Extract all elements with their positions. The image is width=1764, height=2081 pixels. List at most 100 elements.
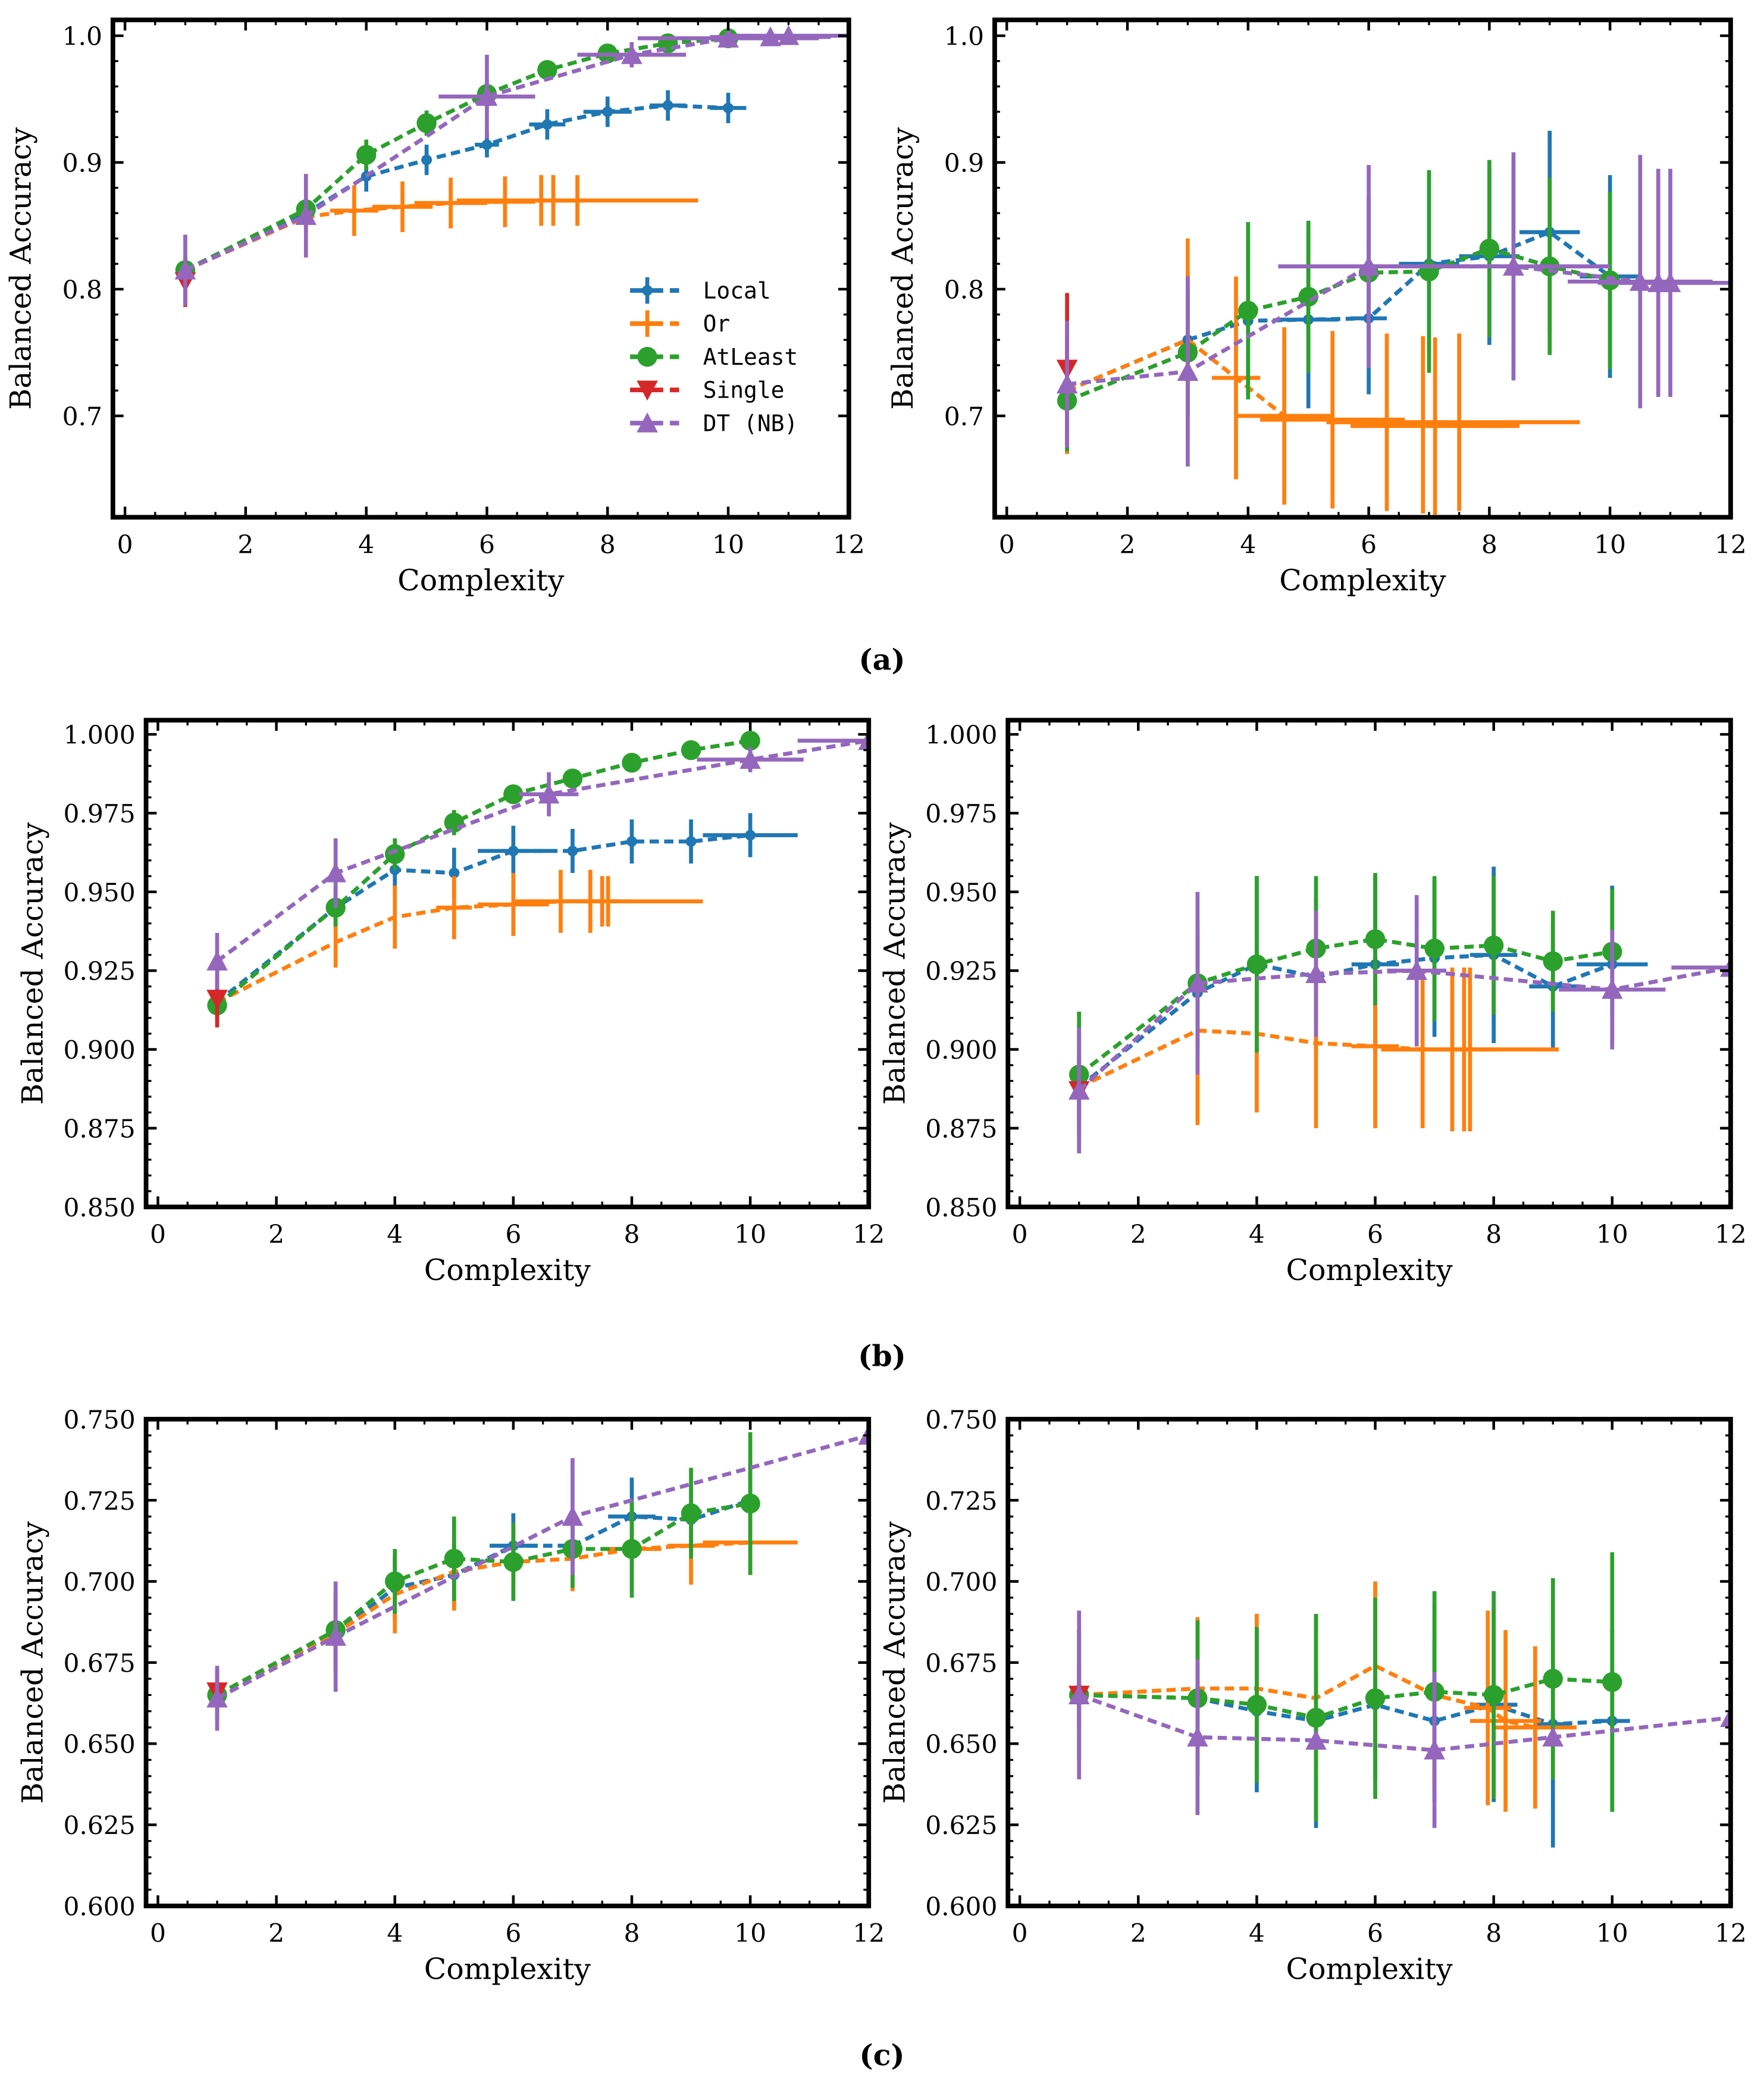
data-point — [1479, 239, 1500, 259]
data-point — [1543, 1669, 1563, 1689]
data-point — [1187, 972, 1208, 993]
series-dt-nb- — [206, 730, 869, 990]
panel-b-right: 0 2 4 6 8 10 12 0.850 0.875 0.900 0.925 0.950 0.975 1… — [877, 718, 1747, 1287]
y-tick-label: 0.9 — [62, 149, 102, 178]
series-or — [1065, 238, 1580, 515]
y-axis-label: Balanced Accuracy — [877, 822, 911, 1105]
data-point — [206, 1687, 228, 1708]
axes-frame — [1005, 1416, 1733, 1908]
x-tick-label: 6 — [1367, 1219, 1383, 1248]
legend-label: Local — [703, 277, 771, 303]
x-tick-label: 4 — [1240, 530, 1256, 559]
data-point — [567, 846, 578, 856]
data-point — [1601, 979, 1623, 999]
data-point — [1305, 963, 1327, 984]
data-point — [745, 830, 756, 841]
caption-a: (a) — [858, 643, 905, 677]
series-local — [180, 90, 747, 283]
x-tick-label: 6 — [505, 1919, 521, 1948]
data-point — [384, 844, 405, 864]
legend-label: Single — [703, 377, 785, 403]
legend-label: Or — [703, 311, 731, 337]
data-point — [1358, 255, 1380, 276]
series-or — [215, 1507, 798, 1721]
series-dt-nb- — [174, 25, 849, 306]
data-point — [1365, 1688, 1386, 1708]
data-point — [206, 990, 228, 1010]
series-atleast — [207, 730, 760, 1016]
y-tick-label: 0.675 — [925, 1648, 997, 1678]
x-tick-label: 6 — [1361, 530, 1377, 559]
x-tick-label: 8 — [1481, 530, 1497, 559]
series-local — [212, 813, 798, 1018]
data-point — [562, 768, 583, 788]
y-tick-label: 0.625 — [63, 1811, 135, 1840]
y-tick-label: 0.675 — [63, 1648, 135, 1678]
panel-b-left: 0 2 4 6 8 10 12 0.850 0.875 0.900 0.925 0.950 0.975 1… — [15, 718, 885, 1287]
x-tick-label: 4 — [387, 1219, 403, 1248]
data-point — [740, 749, 761, 769]
y-axis-label: Balanced Accuracy — [885, 127, 920, 410]
data-point — [541, 119, 553, 130]
x-tick-label: 0 — [1012, 1919, 1028, 1948]
series-line — [215, 833, 751, 1004]
plot-area — [1056, 130, 1731, 515]
x-tick-label: 12 — [853, 1219, 885, 1248]
panel-a-right: 0 2 4 6 8 10 12 0.7 0.8 0.9 1.0 Complexity Balanced … — [885, 17, 1747, 597]
series-atleast — [1057, 159, 1620, 452]
data-point — [1298, 286, 1318, 307]
x-tick-label: 2 — [268, 1919, 284, 1948]
x-tick-label: 2 — [268, 1219, 284, 1248]
data-point — [1406, 960, 1428, 980]
data-point — [602, 106, 613, 117]
data-point — [662, 100, 673, 111]
y-tick-label: 0.8 — [944, 276, 984, 305]
y-tick-label: 0.600 — [925, 1892, 997, 1921]
data-point — [685, 836, 697, 847]
data-point — [444, 812, 464, 833]
data-point — [444, 1548, 464, 1569]
data-point — [1056, 373, 1078, 394]
data-point — [778, 25, 800, 45]
x-tick-label: 8 — [1486, 1919, 1502, 1948]
data-point — [503, 784, 524, 805]
data-point — [1424, 1739, 1445, 1760]
y-tick-label: 0.900 — [925, 1035, 997, 1065]
data-point — [1659, 272, 1681, 292]
series-or — [183, 175, 698, 283]
y-tick-label: 0.875 — [63, 1114, 135, 1143]
data-point — [1246, 1694, 1267, 1715]
x-tick-label: 4 — [1249, 1919, 1265, 1948]
series-line — [1079, 1676, 1612, 1720]
data-point — [325, 1626, 346, 1646]
data-point — [507, 846, 519, 856]
series-line — [215, 738, 869, 963]
y-tick-label: 0.700 — [925, 1567, 997, 1597]
data-point — [681, 740, 701, 761]
y-axis-label: Balanced Accuracy — [4, 127, 38, 410]
x-tick-label: 6 — [505, 1219, 521, 1248]
x-tick-label: 10 — [734, 1219, 766, 1248]
y-tick-label: 1.000 — [925, 721, 997, 750]
y-tick-label: 0.750 — [63, 1405, 135, 1434]
data-point — [562, 1506, 584, 1526]
series-local — [1073, 1601, 1630, 1848]
x-axis-label: Complexity — [1286, 1951, 1453, 1986]
caption-c: (c) — [859, 2038, 904, 2072]
series-line — [216, 1433, 869, 1700]
series-line — [1078, 1693, 1731, 1753]
data-point — [1306, 1707, 1326, 1728]
y-tick-label: 1.0 — [944, 22, 984, 51]
data-point — [174, 259, 196, 280]
series-line — [1066, 337, 1460, 428]
data-point — [356, 145, 377, 165]
y-tick-label: 0.975 — [63, 799, 135, 828]
x-tick-label: 10 — [1596, 1219, 1628, 1248]
legend-marker — [637, 380, 658, 401]
x-tick-label: 12 — [1715, 1919, 1747, 1948]
y-tick-label: 0.8 — [62, 276, 102, 305]
plot-area — [206, 1425, 869, 1731]
x-tick-label: 2 — [237, 530, 253, 559]
y-tick-label: 0.7 — [944, 402, 984, 431]
